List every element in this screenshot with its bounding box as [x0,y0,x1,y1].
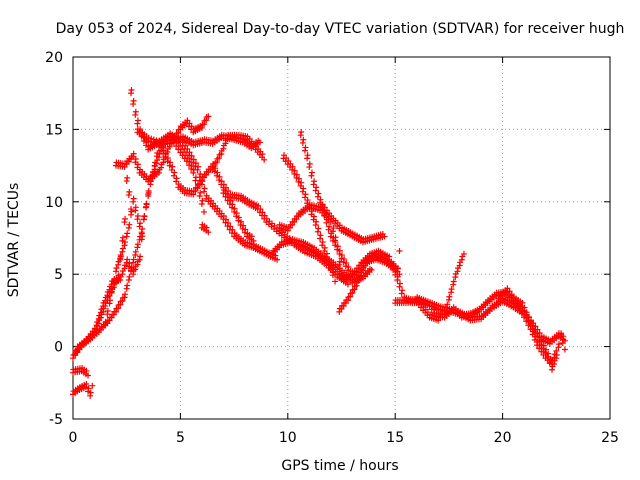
axis-ticks: 0 5 10 15 20 25 -5 0 5 10 15 20 [45,50,619,446]
series-trace-18 [336,248,403,315]
y-tick-label: 20 [45,50,63,66]
series-trace-15 [280,152,339,285]
x-axis-label: GPS time / hours [281,458,398,474]
series-trace-12 [220,186,257,244]
point-marks [319,201,388,246]
series-trace-10 [209,131,268,173]
series-trace-7 [112,159,134,213]
data-points [70,87,568,399]
x-tick-label: 5 [176,430,185,446]
point-marks [280,152,339,285]
y-tick-label: -5 [49,412,63,428]
point-marks [209,131,268,173]
y-tick-label: 10 [45,195,63,211]
x-tick-label: 0 [69,430,78,446]
series-trace-6 [102,195,145,328]
point-marks [70,380,96,399]
point-marks [102,195,145,328]
plot-frame [72,56,611,420]
x-tick-label: 25 [601,430,619,446]
x-tick-label: 15 [386,430,404,446]
point-marks [220,186,257,244]
series-trace-17 [319,201,388,246]
series-trace-1 [70,380,96,399]
point-marks [198,221,212,236]
series-trace-11 [198,221,212,236]
y-tick-label: 15 [45,122,63,138]
point-marks [336,248,403,315]
x-tick-label: 10 [279,430,297,446]
y-axis-label: SDTVAR / TECUs [6,183,22,298]
point-marks [112,159,134,213]
x-tick-label: 20 [494,430,512,446]
y-tick-label: 5 [54,267,63,283]
series-trace-2 [70,365,92,379]
point-marks [495,285,560,367]
grid [73,57,610,419]
series-trace-21 [495,285,560,367]
point-marks [70,365,92,379]
y-tick-label: 0 [54,340,63,356]
chart-title: Day 053 of 2024, Sidereal Day-to-day VTE… [56,21,625,37]
